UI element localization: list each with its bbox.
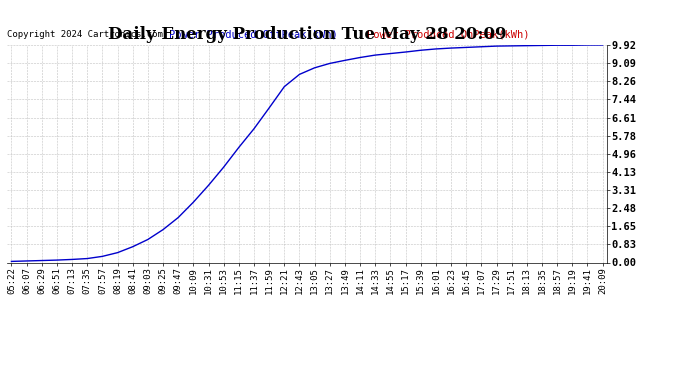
Title: Daily Energy Production Tue May 28 20:09: Daily Energy Production Tue May 28 20:09 (108, 27, 506, 44)
Text: Copyright 2024 Cartronics.com: Copyright 2024 Cartronics.com (7, 30, 163, 39)
Text: Power Produced OffPeak(kWh): Power Produced OffPeak(kWh) (169, 30, 337, 40)
Text: Power Produced OnPeak(kWh): Power Produced OnPeak(kWh) (367, 30, 530, 40)
